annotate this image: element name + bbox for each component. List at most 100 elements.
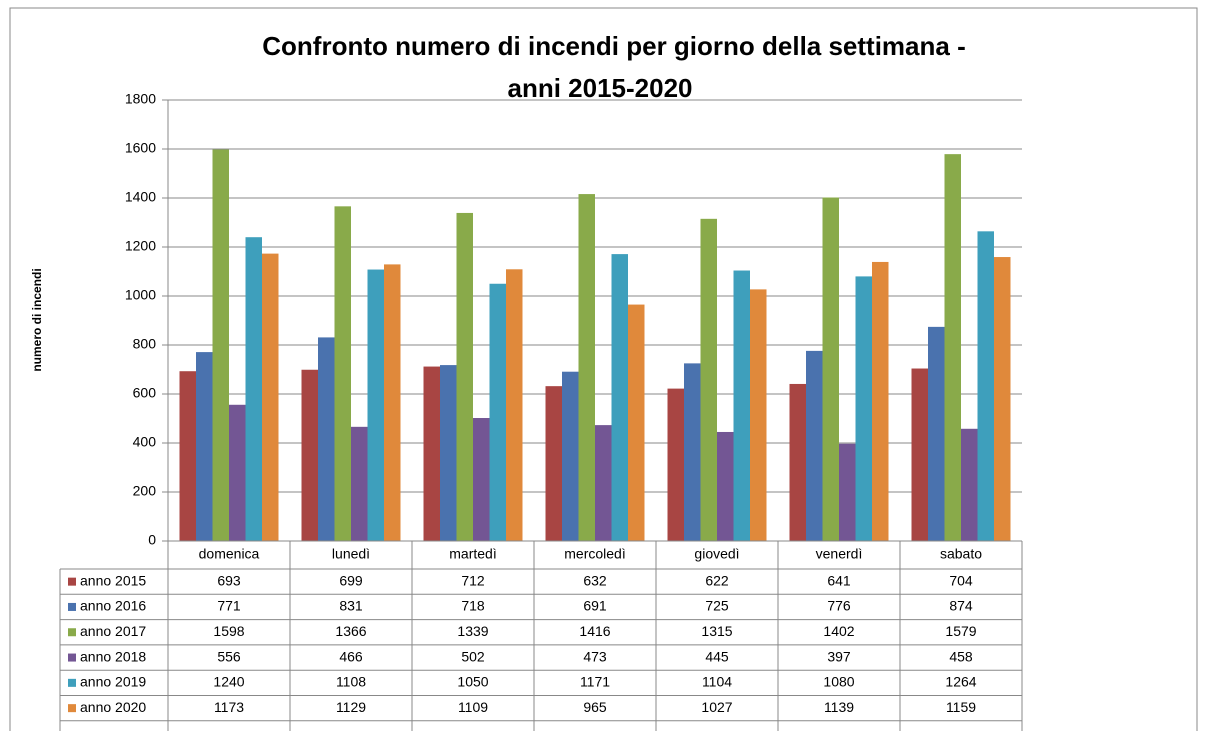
- bar: [578, 194, 595, 541]
- x-tick-label: domenica: [199, 546, 260, 562]
- y-tick-label: 400: [133, 434, 157, 450]
- bar: [789, 383, 806, 541]
- table-cell: 1050: [457, 674, 488, 690]
- table-cell: 1402: [823, 623, 854, 639]
- bar: [545, 386, 562, 541]
- bar: [628, 304, 645, 541]
- bar: [456, 212, 473, 541]
- table-cell: 965: [583, 699, 607, 715]
- legend-swatch: [68, 628, 76, 637]
- bar: [562, 371, 579, 541]
- table-cell: 1416: [579, 623, 610, 639]
- table-cell: 1080: [823, 674, 854, 690]
- table-cell: 1579: [945, 623, 976, 639]
- y-tick-label: 1400: [125, 189, 156, 205]
- x-tick-label: giovedì: [694, 546, 739, 562]
- table-cell: 1129: [336, 699, 366, 715]
- bar: [489, 283, 506, 541]
- x-tick-label: mercoledì: [564, 546, 625, 562]
- bar: [667, 388, 684, 541]
- legend-label: anno 2016: [80, 598, 146, 614]
- bar: [839, 443, 856, 541]
- legend-swatch: [68, 602, 76, 611]
- table-cell: 556: [217, 648, 241, 664]
- y-tick-label: 800: [133, 336, 157, 352]
- bar: [196, 352, 213, 541]
- y-tick-label: 200: [133, 483, 157, 499]
- bar: [806, 350, 823, 541]
- table-cell: 1108: [336, 674, 366, 690]
- bar: [855, 276, 872, 541]
- table-cell: 1339: [457, 623, 488, 639]
- bar: [262, 253, 279, 542]
- bar: [994, 257, 1011, 541]
- legend-swatch: [68, 678, 76, 687]
- bar: [229, 404, 246, 541]
- y-tick-label: 1000: [125, 287, 156, 303]
- legend-label: anno 2015: [80, 572, 146, 588]
- y-tick-label: 1600: [125, 140, 156, 156]
- table-cell: 458: [949, 648, 973, 664]
- table-cell: 691: [583, 598, 607, 614]
- bar: [911, 368, 928, 541]
- bar: [700, 218, 717, 541]
- table-cell: 704: [949, 572, 973, 588]
- table-cell: 693: [217, 572, 241, 588]
- table-cell: 466: [339, 648, 363, 664]
- legend-label: anno 2019: [80, 674, 146, 690]
- bar: [301, 369, 318, 541]
- bar: [440, 365, 457, 541]
- bar: [334, 206, 351, 541]
- bar: [944, 154, 961, 541]
- bar: [717, 431, 734, 541]
- table-cell: 1366: [335, 623, 366, 639]
- legend-label: anno 2018: [80, 648, 146, 664]
- table-cell: 1109: [458, 699, 488, 715]
- bar: [750, 289, 767, 541]
- bar: [245, 237, 262, 541]
- table-cell: 1315: [701, 623, 732, 639]
- bar: [384, 264, 401, 541]
- table-cell: 725: [705, 598, 729, 614]
- bar: [684, 363, 701, 541]
- y-tick-label: 0: [148, 532, 156, 548]
- bar: [473, 418, 490, 541]
- bar: [977, 231, 994, 541]
- table-cell: 1264: [945, 674, 976, 690]
- table-cell: 1139: [824, 699, 854, 715]
- bar: [822, 197, 839, 541]
- bar: [212, 149, 229, 542]
- table-cell: 712: [461, 572, 485, 588]
- chart-border: [9, 7, 1198, 731]
- legend-label: anno 2020: [80, 699, 146, 715]
- x-tick-label: sabato: [940, 546, 982, 562]
- legend-label: anno 2017: [80, 623, 146, 639]
- bar: [595, 425, 612, 541]
- table-cell: 632: [583, 572, 607, 588]
- table-cell: 699: [339, 572, 363, 588]
- x-tick-label: martedì: [449, 546, 496, 562]
- table-cell: 622: [705, 572, 729, 588]
- y-tick-label: 600: [133, 385, 157, 401]
- table-cell: 397: [827, 648, 851, 664]
- table-cell: 1104: [702, 674, 732, 690]
- bar: [611, 254, 628, 542]
- bar: [506, 269, 523, 541]
- x-tick-label: lunedì: [332, 546, 370, 562]
- bar: [351, 426, 368, 541]
- table-cell: 831: [339, 598, 363, 614]
- table-cell: 718: [461, 598, 485, 614]
- bar: [367, 269, 384, 541]
- legend-swatch: [68, 704, 76, 713]
- table-cell: 874: [949, 598, 973, 614]
- chart-title: anni 2015-2020: [507, 73, 692, 103]
- table-cell: 1598: [213, 623, 244, 639]
- table-cell: 445: [705, 648, 729, 664]
- table-cell: 473: [583, 648, 607, 664]
- bar: [961, 428, 978, 541]
- bar: [318, 337, 335, 541]
- table-cell: 641: [827, 572, 851, 588]
- bar: [928, 326, 945, 541]
- table-cell: 1240: [213, 674, 244, 690]
- table-cell: 1159: [946, 699, 976, 715]
